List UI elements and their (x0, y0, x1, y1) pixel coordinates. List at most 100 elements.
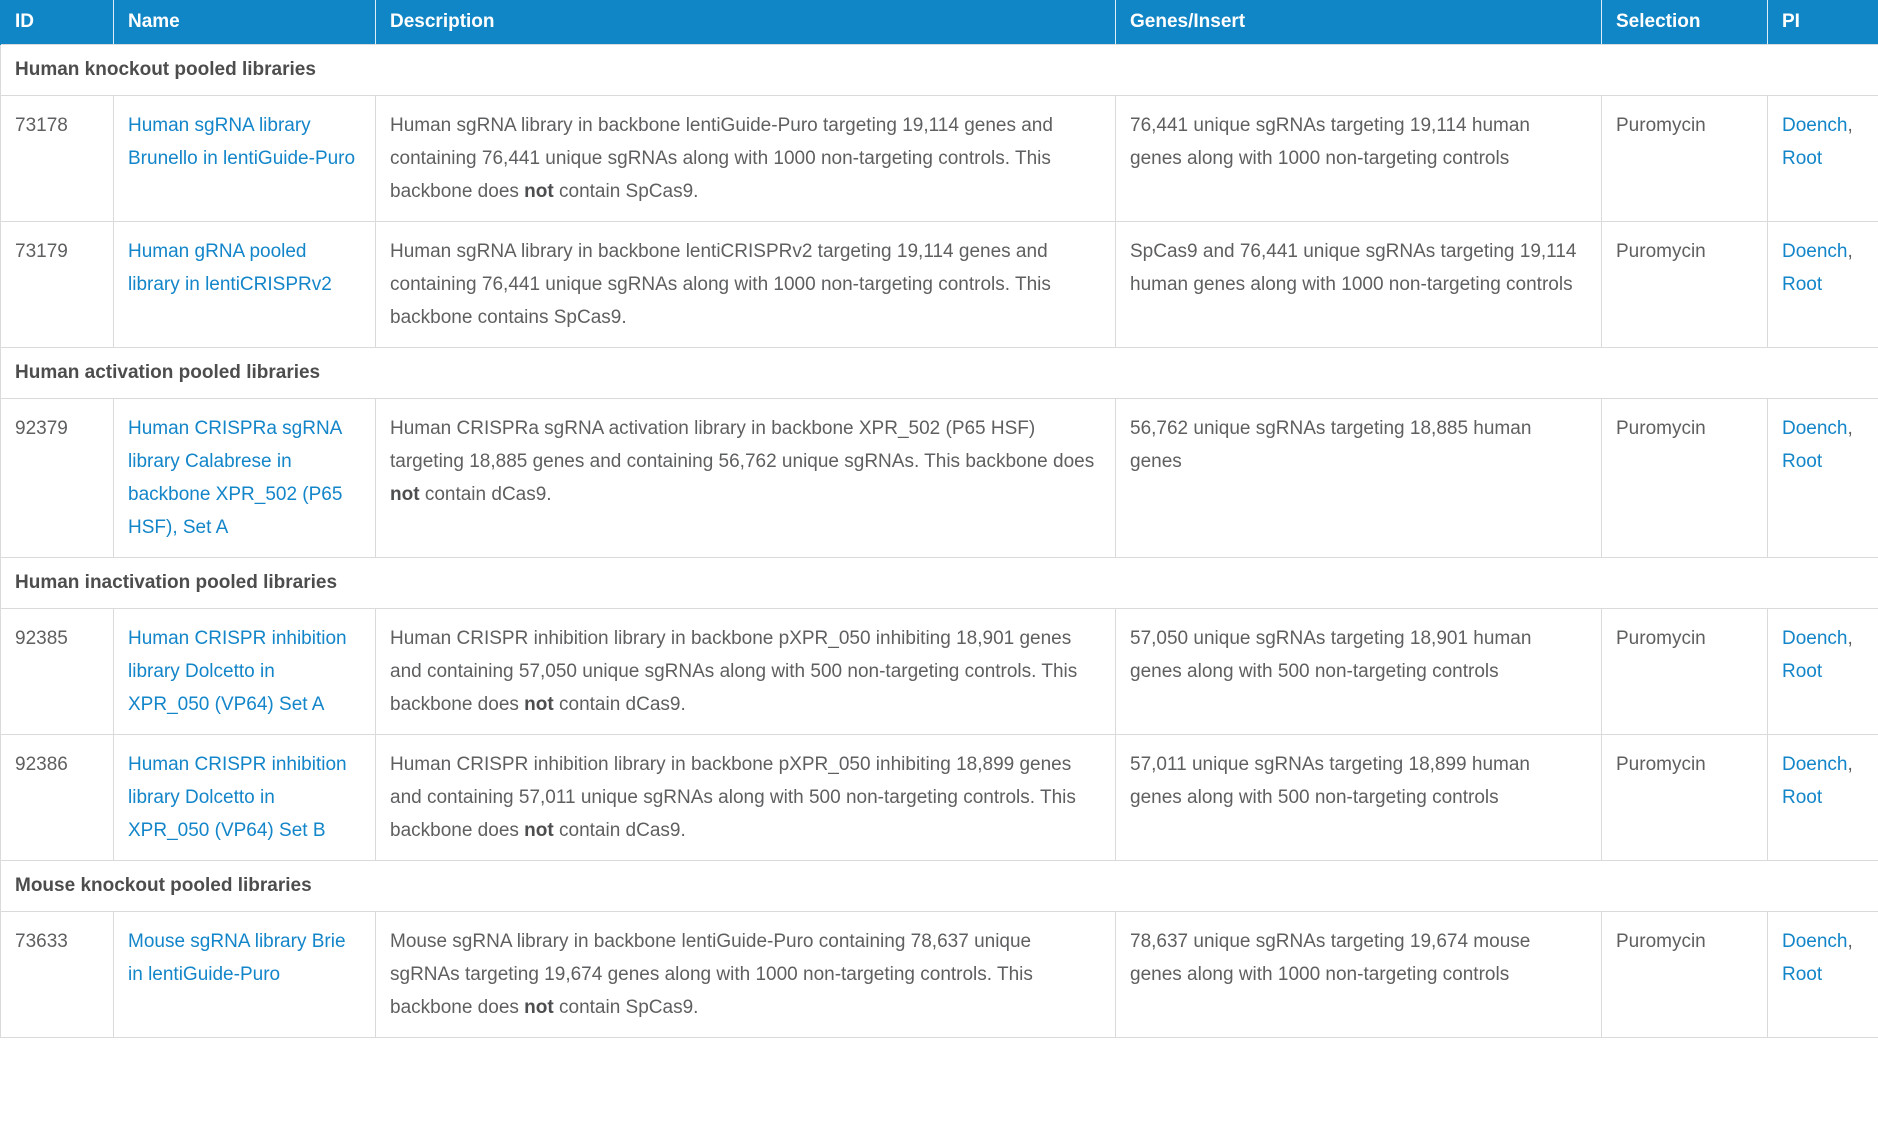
cell-pi: Doench, Root (1767, 911, 1878, 1038)
table-header: ID Name Description Genes/Insert Selection PI (0, 0, 1878, 45)
cell-library-id: 73178 (0, 95, 114, 222)
cell-library-id: 92385 (0, 608, 114, 735)
pi-link-doench[interactable]: Doench (1782, 931, 1848, 952)
pi-separator: , (1847, 628, 1853, 649)
pi-separator: , (1847, 931, 1853, 952)
cell-pi: Doench, Root (1767, 95, 1878, 222)
cell-library-name: Human CRISPR inhibition library Dolcetto… (113, 734, 376, 861)
pi-link-root[interactable]: Root (1782, 274, 1823, 295)
column-header-name: Name (113, 0, 376, 45)
pi-link-doench[interactable]: Doench (1782, 418, 1848, 439)
library-row: 73633 Mouse sgRNA library Brie in lentiGu… (0, 911, 1878, 1038)
column-header-selection: Selection (1601, 0, 1768, 45)
pi-separator: , (1847, 115, 1853, 136)
cell-genes-insert: SpCas9 and 76,441 unique sgRNAs targetin… (1115, 221, 1602, 348)
library-row: 73179 Human gRNA pooled library in lentiC… (0, 221, 1878, 348)
library-row: 92379 Human CRISPRa sgRNA library Calabre… (0, 398, 1878, 558)
section-title: Human activation pooled libraries (0, 347, 1878, 399)
cell-description: Mouse sgRNA library in backbone lentiGui… (375, 911, 1116, 1038)
column-header-pi: PI (1767, 0, 1878, 45)
library-name-link[interactable]: Mouse sgRNA library Brie in lentiGuide-P… (128, 931, 346, 985)
description-bold-text: not (524, 820, 554, 841)
cell-selection: Puromycin (1601, 221, 1768, 348)
pi-link-root[interactable]: Root (1782, 964, 1823, 985)
table-header-row: ID Name Description Genes/Insert Selection PI (0, 0, 1878, 45)
cell-description: Human sgRNA library in backbone lentiCRI… (375, 221, 1116, 348)
cell-selection: Puromycin (1601, 911, 1768, 1038)
cell-genes-insert: 57,011 unique sgRNAs targeting 18,899 hu… (1115, 734, 1602, 861)
section-header-row: Human inactivation pooled libraries (0, 557, 1878, 609)
description-text: Human CRISPRa sgRNA activation library i… (390, 418, 1095, 472)
cell-genes-insert: 57,050 unique sgRNAs targeting 18,901 hu… (1115, 608, 1602, 735)
pi-link-doench[interactable]: Doench (1782, 754, 1848, 775)
description-bold-text: not (524, 181, 554, 202)
library-row: 92385 Human CRISPR inhibition library Dol… (0, 608, 1878, 735)
cell-pi: Doench, Root (1767, 608, 1878, 735)
library-row: 73178 Human sgRNA library Brunello in len… (0, 95, 1878, 222)
table-body: Human knockout pooled libraries 73178 Huma… (0, 44, 1878, 1038)
cell-library-name: Human CRISPR inhibition library Dolcetto… (113, 608, 376, 735)
cell-library-id: 73179 (0, 221, 114, 348)
section-title: Human knockout pooled libraries (0, 44, 1878, 96)
cell-selection: Puromycin (1601, 398, 1768, 558)
library-name-link[interactable]: Human CRISPR inhibition library Dolcetto… (128, 754, 347, 841)
section-title: Mouse knockout pooled libraries (0, 860, 1878, 912)
description-text: Mouse sgRNA library in backbone lentiGui… (390, 931, 1033, 1018)
section-header-row: Human knockout pooled libraries (0, 44, 1878, 96)
cell-description: Human sgRNA library in backbone lentiGui… (375, 95, 1116, 222)
description-bold-text: not (390, 484, 420, 505)
pi-link-doench[interactable]: Doench (1782, 241, 1848, 262)
cell-description: Human CRISPR inhibition library in backb… (375, 608, 1116, 735)
cell-library-id: 73633 (0, 911, 114, 1038)
description-text: contain dCas9. (419, 484, 552, 505)
cell-pi: Doench, Root (1767, 398, 1878, 558)
cell-library-id: 92386 (0, 734, 114, 861)
pi-link-doench[interactable]: Doench (1782, 115, 1848, 136)
pooled-libraries-table: ID Name Description Genes/Insert Selection PI… (0, 0, 1878, 1038)
section-header-row: Mouse knockout pooled libraries (0, 860, 1878, 912)
description-text: Human CRISPR inhibition library in backb… (390, 754, 1076, 841)
library-name-link[interactable]: Human CRISPRa sgRNA library Calabrese in… (128, 418, 343, 538)
cell-genes-insert: 56,762 unique sgRNAs targeting 18,885 hu… (1115, 398, 1602, 558)
pi-link-doench[interactable]: Doench (1782, 628, 1848, 649)
library-name-link[interactable]: Human sgRNA library Brunello in lentiGui… (128, 115, 356, 169)
description-bold-text: not (524, 694, 554, 715)
description-text: contain dCas9. (553, 820, 686, 841)
pi-link-root[interactable]: Root (1782, 787, 1823, 808)
description-text: contain dCas9. (553, 694, 686, 715)
description-bold-text: not (524, 997, 554, 1018)
cell-selection: Puromycin (1601, 95, 1768, 222)
cell-description: Human CRISPRa sgRNA activation library i… (375, 398, 1116, 558)
pi-link-root[interactable]: Root (1782, 451, 1823, 472)
column-header-genes_insert: Genes/Insert (1115, 0, 1602, 45)
cell-library-name: Mouse sgRNA library Brie in lentiGuide-P… (113, 911, 376, 1038)
description-text: Human sgRNA library in backbone lentiCRI… (390, 241, 1051, 328)
library-name-link[interactable]: Human CRISPR inhibition library Dolcetto… (128, 628, 347, 715)
column-header-description: Description (375, 0, 1116, 45)
column-header-id: ID (0, 0, 114, 45)
cell-pi: Doench, Root (1767, 734, 1878, 861)
cell-genes-insert: 76,441 unique sgRNAs targeting 19,114 hu… (1115, 95, 1602, 222)
pi-separator: , (1847, 754, 1853, 775)
cell-library-name: Human gRNA pooled library in lentiCRISPR… (113, 221, 376, 348)
cell-library-id: 92379 (0, 398, 114, 558)
description-text: Human CRISPR inhibition library in backb… (390, 628, 1078, 715)
cell-selection: Puromycin (1601, 734, 1768, 861)
cell-genes-insert: 78,637 unique sgRNAs targeting 19,674 mo… (1115, 911, 1602, 1038)
pi-link-root[interactable]: Root (1782, 661, 1823, 682)
cell-library-name: Human sgRNA library Brunello in lentiGui… (113, 95, 376, 222)
cell-description: Human CRISPR inhibition library in backb… (375, 734, 1116, 861)
pi-separator: , (1847, 241, 1853, 262)
description-text: contain SpCas9. (553, 997, 699, 1018)
library-name-link[interactable]: Human gRNA pooled library in lentiCRISPR… (128, 241, 332, 295)
section-header-row: Human activation pooled libraries (0, 347, 1878, 399)
section-title: Human inactivation pooled libraries (0, 557, 1878, 609)
cell-selection: Puromycin (1601, 608, 1768, 735)
pi-separator: , (1847, 418, 1853, 439)
cell-pi: Doench, Root (1767, 221, 1878, 348)
library-row: 92386 Human CRISPR inhibition library Dol… (0, 734, 1878, 861)
description-text: Human sgRNA library in backbone lentiGui… (390, 115, 1053, 202)
description-text: contain SpCas9. (553, 181, 699, 202)
pi-link-root[interactable]: Root (1782, 148, 1823, 169)
